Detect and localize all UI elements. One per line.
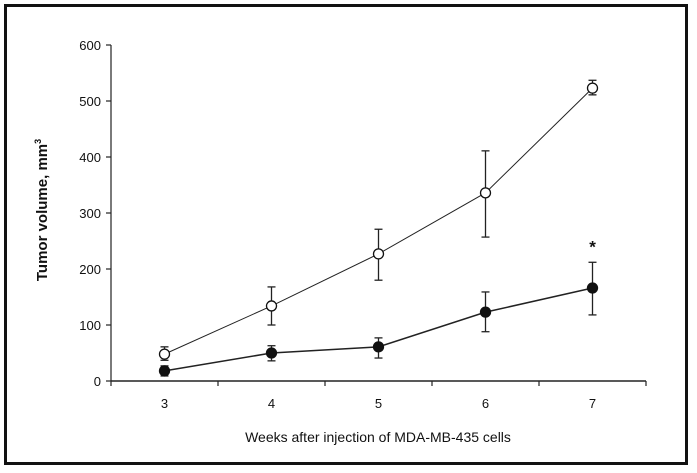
y-tick-label: 300 <box>79 206 101 221</box>
y-tick-label: 100 <box>79 318 101 333</box>
y-axis-title-text: Tumor volume, mm <box>34 144 51 281</box>
data-point <box>372 341 385 353</box>
y-axis-title-superscript: 3 <box>33 139 43 144</box>
y-tick-label: 0 <box>94 374 101 389</box>
series-line <box>164 87 593 355</box>
marks: * <box>158 79 599 377</box>
series-filled-circles <box>158 261 599 377</box>
series-open-circles <box>158 79 599 361</box>
axes: 0 100 200 300 400 500 600 3 4 5 6 7 <box>79 38 647 411</box>
x-tick-label: 3 <box>161 396 168 411</box>
data-point <box>265 300 278 312</box>
data-point <box>158 348 171 360</box>
figure-frame <box>4 4 688 465</box>
data-point <box>265 347 278 359</box>
data-point <box>372 248 385 260</box>
data-point <box>586 82 599 94</box>
y-axis-title: Tumor volume, mm3 <box>33 139 51 281</box>
y-tick-label: 400 <box>79 150 101 165</box>
data-point <box>158 365 171 377</box>
data-point <box>479 306 492 318</box>
y-tick-label: 500 <box>79 94 101 109</box>
x-axis-title: Weeks after injection of MDA-MB-435 cell… <box>245 429 511 445</box>
x-tick-label: 6 <box>482 396 489 411</box>
y-tick-label: 600 <box>79 38 101 53</box>
x-tick-label: 5 <box>375 396 382 411</box>
data-point <box>479 187 492 199</box>
data-point <box>586 282 599 294</box>
y-tick-label: 200 <box>79 262 101 277</box>
x-tick-label: 4 <box>268 396 275 411</box>
x-tick-label: 7 <box>589 396 596 411</box>
significance-annotation: * <box>589 238 596 257</box>
